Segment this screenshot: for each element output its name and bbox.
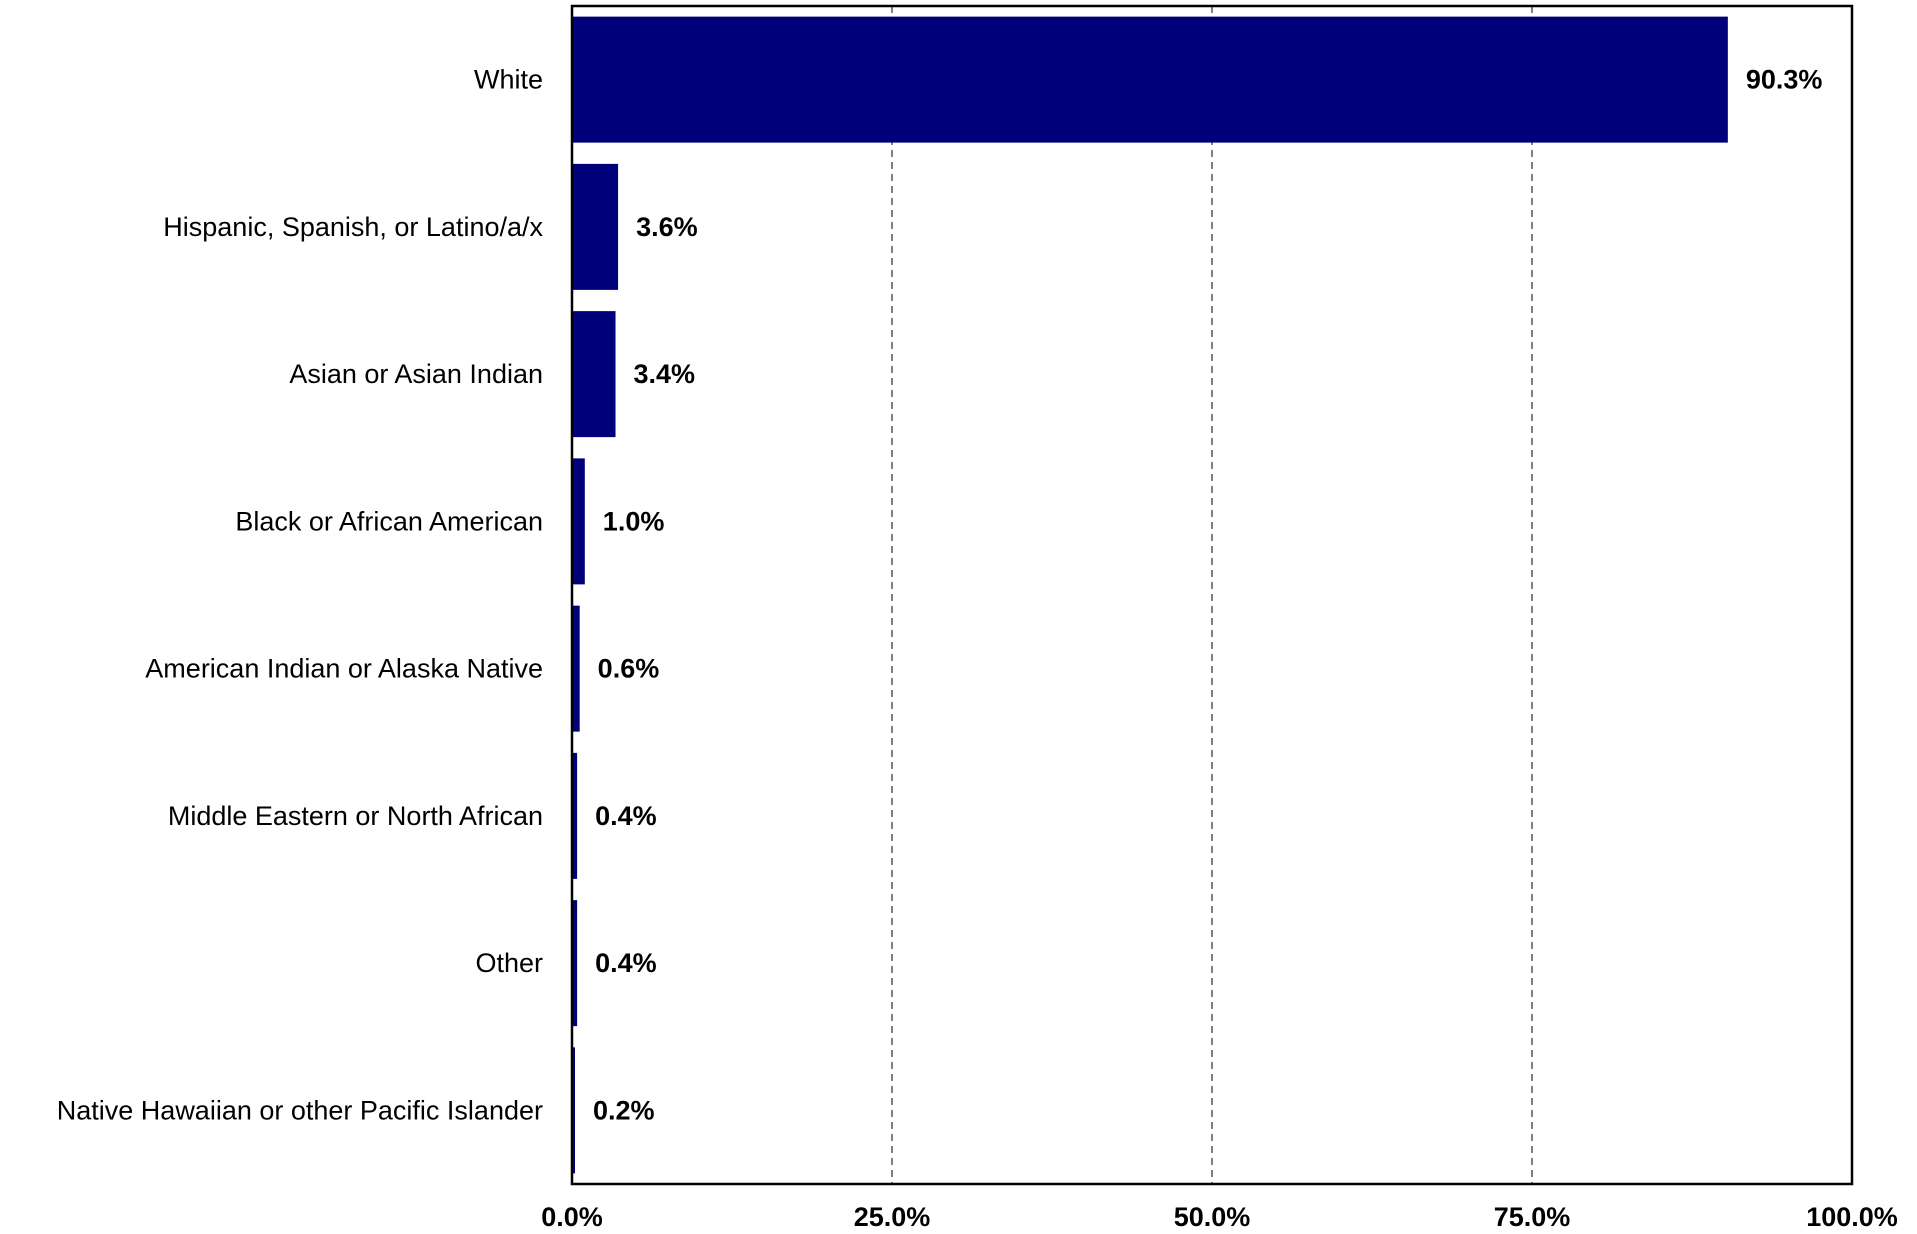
bar-hispanic-spanish-or-latino-a-x [572,163,619,290]
category-label-asian-or-asian-indian: Asian or Asian Indian [289,359,543,389]
x-tick-label-4: 100.0% [1806,1202,1898,1232]
category-label-other: Other [475,948,543,978]
x-tick-label-3: 75.0% [1494,1202,1571,1232]
value-label-middle-eastern-or-north-african: 0.4% [595,801,657,831]
bars [572,16,1728,1174]
bar-american-indian-or-alaska-native [572,605,580,732]
x-axis-tick-labels: 0.0% 25.0% 50.0% 75.0% 100.0% [541,1202,1898,1232]
plot-area-frame [570,4,1854,1186]
bar-white [572,16,1728,143]
value-labels: 90.3% 3.6% 3.4% 1.0% 0.6% 0.4% 0.4% 0.2% [593,65,1822,1126]
x-tick-label-1: 25.0% [854,1202,931,1232]
category-label-hispanic-spanish-or-latino-a-x: Hispanic, Spanish, or Latino/a/x [163,212,543,242]
x-tick-label-2: 50.0% [1174,1202,1251,1232]
value-label-native-hawaiian-or-other-pacific-islander: 0.2% [593,1095,655,1125]
value-label-black-or-african-american: 1.0% [603,506,665,536]
value-label-asian-or-asian-indian: 3.4% [634,359,696,389]
bar-asian-or-asian-indian [572,311,616,438]
x-tick-label-0: 0.0% [541,1202,603,1232]
bar-middle-eastern-or-north-african [572,752,578,879]
bar-other [572,900,578,1027]
gridlines [891,6,1533,1184]
value-label-hispanic-spanish-or-latino-a-x: 3.6% [636,212,698,242]
category-labels: White Hispanic, Spanish, or Latino/a/x Asi… [57,65,544,1126]
bar-native-hawaiian-or-other-pacific-islander [572,1047,575,1174]
category-label-black-or-african-american: Black or African American [235,506,543,536]
category-label-white: White [474,65,543,95]
category-label-american-indian-or-alaska-native: American Indian or Alaska Native [145,654,543,684]
category-label-native-hawaiian-or-other-pacific-islander: Native Hawaiian or other Pacific Islande… [57,1095,543,1125]
value-label-white: 90.3% [1746,65,1823,95]
value-label-other: 0.4% [595,948,657,978]
category-label-middle-eastern-or-north-african: Middle Eastern or North African [168,801,543,831]
bar-black-or-african-american [572,458,585,585]
value-label-american-indian-or-alaska-native: 0.6% [598,654,660,684]
